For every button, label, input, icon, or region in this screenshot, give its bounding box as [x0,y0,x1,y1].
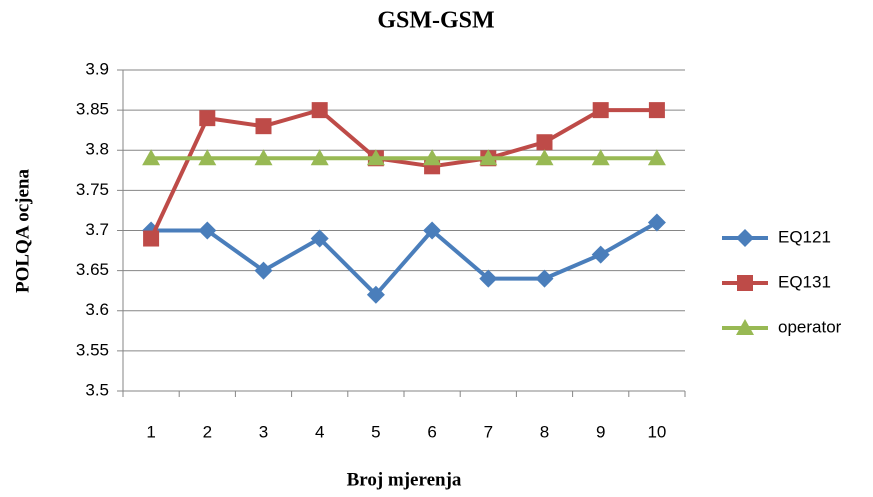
chart-title: GSM-GSM [377,8,494,34]
legend-label: EQ121 [778,227,831,246]
x-axis-label: Broj mjerenja [347,469,462,490]
y-tick-label: 3.55 [76,340,109,359]
data-point [366,285,385,304]
data-point [591,149,610,166]
x-tick-label: 5 [371,422,380,441]
x-tick-label: 3 [259,422,268,441]
x-tick-label: 4 [315,422,324,441]
data-point [199,110,216,127]
data-point [310,229,329,248]
legend-label: EQ131 [778,272,831,291]
y-tick-label: 3.85 [76,100,109,119]
x-tick-label: 2 [203,422,212,441]
series-line [149,108,657,240]
x-tick-label: 1 [146,422,155,441]
legend-marker [736,319,754,335]
legend-marker [736,229,754,247]
data-point [647,149,666,166]
y-tick-label: 3.75 [76,180,109,199]
data-point [535,269,554,288]
x-tick-label: 7 [484,422,493,441]
data-point [254,261,273,280]
y-tick-label: 3.9 [85,59,109,78]
data-point [648,102,665,119]
data-point [479,149,498,166]
data-point [142,149,161,166]
data-point [423,149,442,166]
y-axis-label: POLQA ocjena [12,168,33,293]
x-tick-label: 6 [427,422,436,441]
x-tick-label: 8 [540,422,549,441]
legend-marker [737,275,753,291]
data-point [647,213,666,232]
data-point [310,149,329,166]
data-point [535,149,554,166]
data-point [198,149,217,166]
data-point [143,230,160,247]
data-point [366,149,385,166]
data-point [591,245,610,264]
legend-label: operator [778,317,842,336]
data-point [592,102,609,119]
data-point [198,221,217,240]
data-point [423,221,442,240]
data-point [255,118,272,135]
y-tick-label: 3.7 [85,220,109,239]
y-tick-label: 3.8 [85,140,109,159]
y-tick-label: 3.65 [76,260,109,279]
series-line [151,220,658,297]
y-tick-label: 3.6 [85,300,109,319]
data-point [311,102,328,119]
data-point [479,269,498,288]
data-point [254,149,273,166]
y-tick-label: 3.5 [85,380,109,399]
x-tick-label: 9 [596,422,605,441]
data-point [536,134,553,151]
x-tick-label: 10 [647,422,666,441]
